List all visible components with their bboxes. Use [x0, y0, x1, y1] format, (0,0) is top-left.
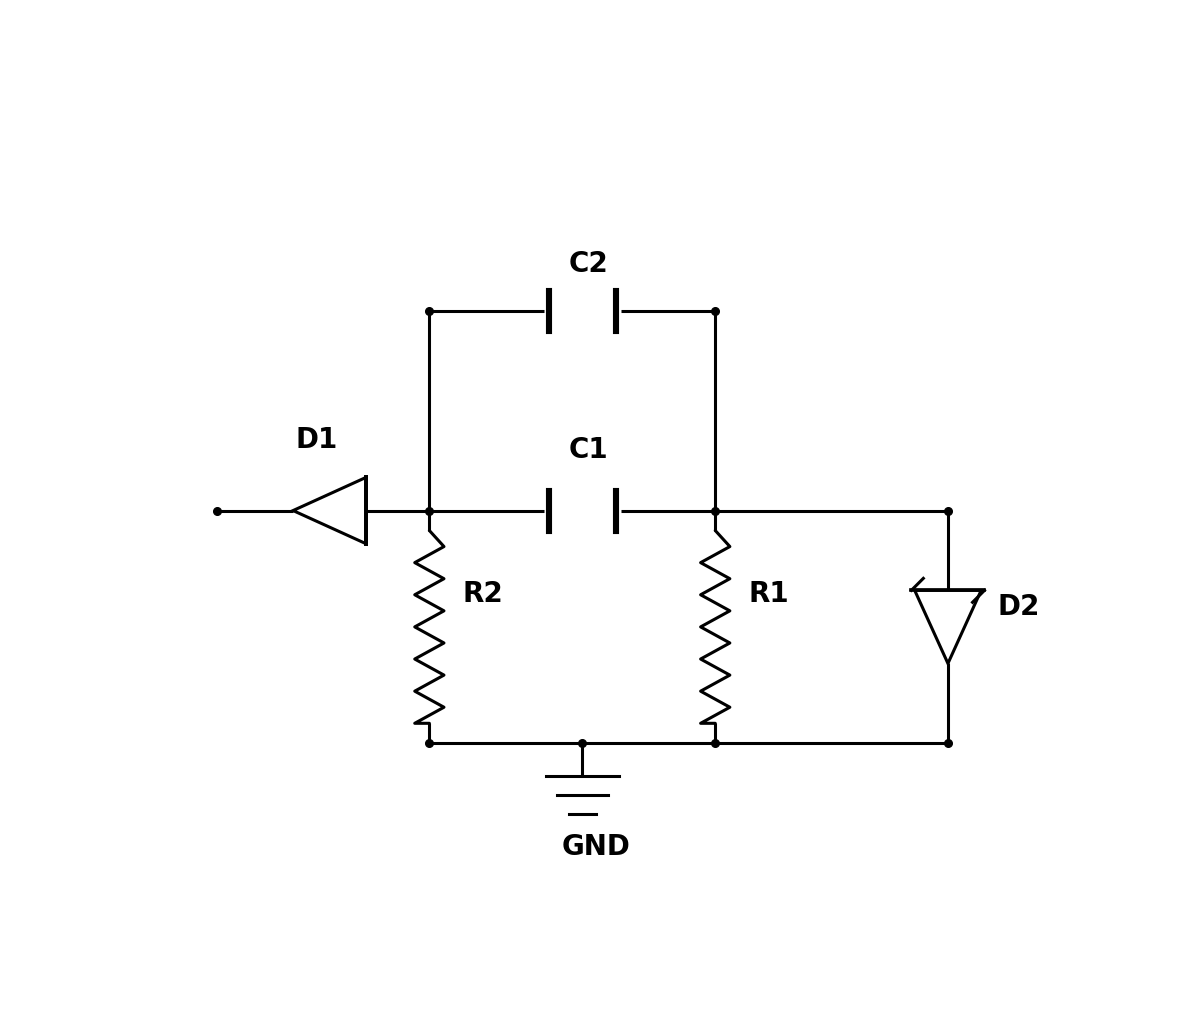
Text: R1: R1 — [748, 579, 789, 608]
Text: D1: D1 — [295, 426, 337, 454]
Text: D2: D2 — [998, 593, 1040, 621]
Text: GND: GND — [561, 833, 631, 861]
Text: C1: C1 — [569, 436, 609, 464]
Text: R2: R2 — [462, 579, 503, 608]
Text: C2: C2 — [569, 250, 609, 278]
